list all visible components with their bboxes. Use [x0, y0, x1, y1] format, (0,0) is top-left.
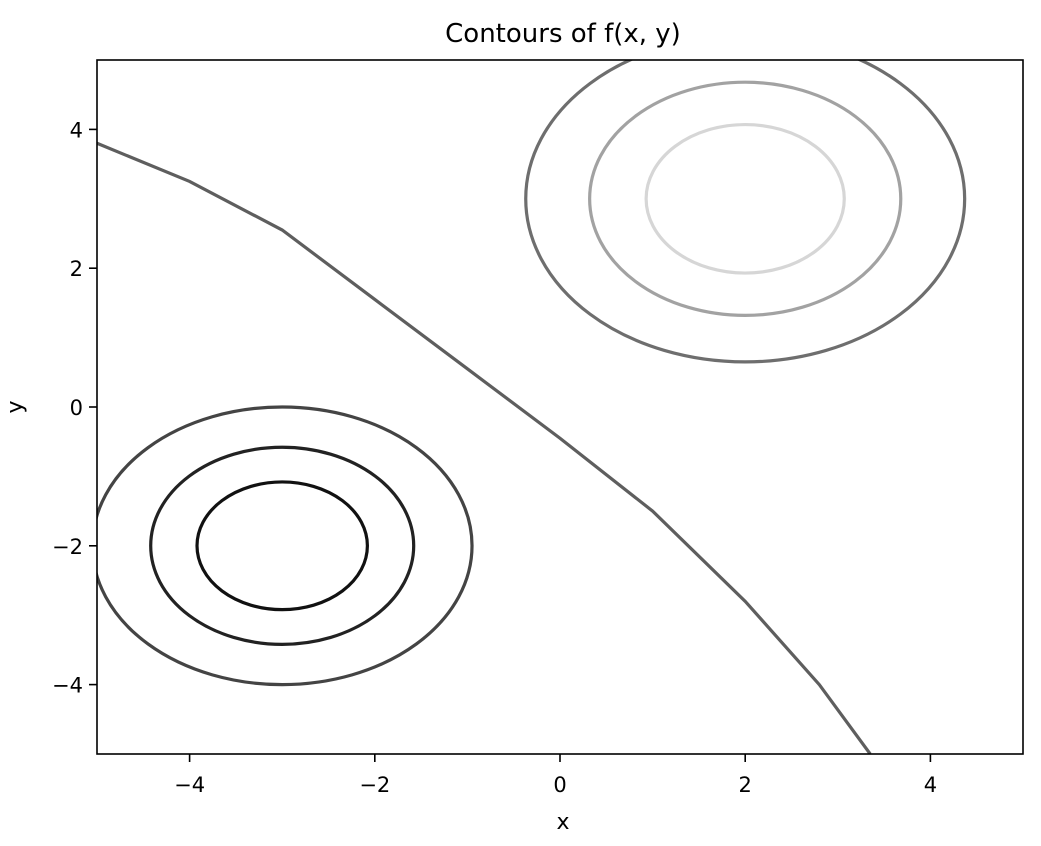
y-axis: −4 −2 0 2 4 [52, 118, 97, 698]
contour-line-3 [195, 480, 369, 612]
contour-line-4 [524, 60, 967, 364]
y-axis-label: y [3, 400, 28, 413]
contour-lines [97, 60, 967, 754]
contour-line-1 [97, 405, 474, 687]
x-tick-label: −2 [359, 773, 390, 797]
chart-title: Contours of f(x, y) [445, 19, 681, 49]
x-axis: −4 −2 0 2 4 [174, 754, 937, 797]
x-tick-label: 0 [553, 773, 566, 797]
x-axis-label: x [556, 810, 569, 835]
contour-line-2 [149, 445, 416, 646]
x-tick-label: −4 [174, 773, 205, 797]
x-tick-label: 4 [924, 773, 937, 797]
y-tick-label: −2 [52, 535, 83, 559]
y-tick-label: 2 [70, 257, 83, 281]
contour-line-7 [97, 141, 872, 754]
x-tick-label: 2 [739, 773, 752, 797]
contour-line-6 [644, 122, 846, 275]
y-tick-label: −4 [52, 674, 83, 698]
contour-line-5 [588, 80, 903, 317]
plot-frame [96, 59, 1024, 755]
y-tick-label: 0 [70, 396, 83, 420]
y-tick-label: 4 [70, 118, 83, 142]
